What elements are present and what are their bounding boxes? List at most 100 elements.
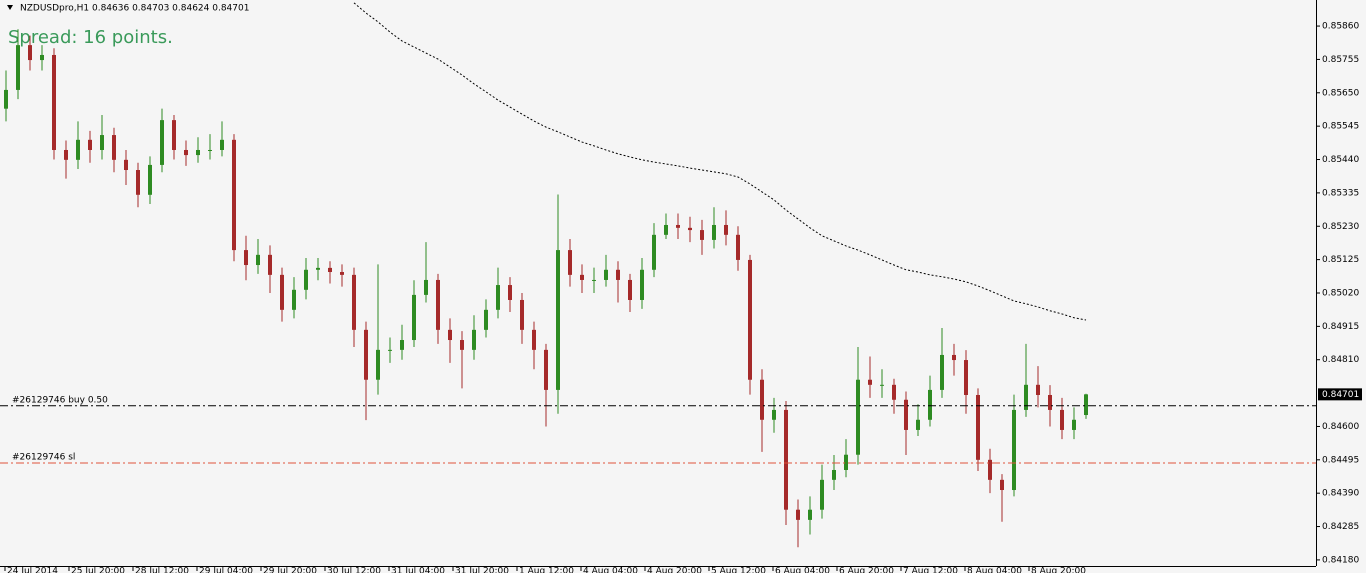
candle-body	[844, 454, 848, 470]
candle-body	[952, 354, 956, 361]
candle-body	[820, 479, 824, 510]
candle-body	[244, 250, 248, 266]
x-tick-label: 8 Aug 20:00	[1031, 567, 1086, 573]
y-tick-label: 0.85020	[1322, 288, 1359, 298]
x-tick-label: 6 Aug 20:00	[839, 567, 894, 573]
candle-body	[964, 360, 968, 395]
candle-body	[172, 120, 176, 150]
x-tick-label: 8 Aug 04:00	[967, 567, 1022, 573]
candle-body	[184, 149, 188, 156]
x-tick-label: 28 Jul 12:00	[135, 567, 189, 573]
candle-body	[28, 45, 32, 61]
candle-body	[988, 459, 992, 480]
candle-body	[160, 120, 164, 165]
moving-average	[353, 2, 1087, 321]
last-price-box	[1318, 388, 1362, 401]
candle-body	[640, 269, 644, 300]
candle-body	[472, 329, 476, 350]
candle-body	[136, 170, 140, 195]
candle-body	[376, 349, 380, 380]
x-tick-label: 6 Aug 04:00	[775, 567, 830, 573]
candle-body	[4, 89, 8, 109]
candle-body	[496, 285, 500, 310]
y-tick-label: 0.85545	[1322, 122, 1359, 132]
y-tick-label: 0.84915	[1322, 322, 1359, 332]
candle-body	[208, 149, 212, 151]
candle-body	[388, 349, 392, 351]
menu-triangle[interactable]	[7, 5, 13, 10]
x-tick-label: 31 Jul 04:00	[391, 567, 445, 573]
candle-body	[280, 274, 284, 310]
candle-body	[1024, 384, 1028, 410]
y-tick-label: 0.85860	[1322, 22, 1359, 32]
y-tick-label: 0.85440	[1322, 155, 1359, 165]
candle-body	[856, 379, 860, 455]
x-tick-label: 1 Aug 12:00	[519, 567, 574, 573]
x-tick-label: 24 Jul 2014	[7, 567, 58, 573]
candle-body	[532, 329, 536, 350]
candle-body	[64, 149, 68, 160]
y-tick-label: 0.85755	[1322, 55, 1359, 65]
candle-body	[904, 399, 908, 430]
candle-body	[784, 409, 788, 510]
candle-body	[292, 289, 296, 310]
candle-body	[484, 309, 488, 330]
x-tick-label: 31 Jul 20:00	[455, 567, 509, 573]
candle-body	[652, 234, 656, 270]
candle-body	[232, 139, 236, 251]
candle-body	[448, 329, 452, 341]
candle-body	[424, 279, 428, 295]
symbol-header: NZDUSDpro,H1 0.84636 0.84703 0.84624 0.8…	[20, 4, 249, 14]
candle-body	[508, 285, 512, 300]
candle-body	[1036, 384, 1040, 395]
candle-body	[712, 224, 716, 240]
y-tick-label: 0.84495	[1322, 455, 1359, 465]
x-tick-label: 4 Aug 20:00	[647, 567, 702, 573]
candle-body	[664, 224, 668, 235]
candle-body	[928, 389, 932, 420]
candle-body	[460, 340, 464, 350]
candle-body	[340, 272, 344, 275]
candle-body	[100, 135, 104, 150]
candle-body	[1072, 419, 1076, 430]
candle-body	[736, 234, 740, 260]
y-tick-label: 0.85230	[1322, 222, 1359, 232]
candle-body	[940, 354, 944, 390]
candle-body	[88, 139, 92, 150]
candle-body	[1048, 394, 1052, 410]
candle-body	[976, 394, 980, 460]
candle-body	[148, 164, 152, 195]
y-tick-label: 0.85335	[1322, 188, 1359, 198]
candle-body	[700, 230, 704, 240]
candle-body	[364, 329, 368, 380]
order-label: #26129746 buy 0.50	[12, 395, 108, 405]
candle-body	[436, 279, 440, 330]
candle-body	[868, 379, 872, 385]
candle-body	[352, 274, 356, 330]
y-tick-label: 0.84600	[1322, 422, 1359, 432]
candle-body	[760, 379, 764, 420]
candle-body	[916, 419, 920, 430]
last-price-label: 0.84701	[1322, 390, 1359, 400]
y-tick-label: 0.85650	[1322, 88, 1359, 98]
candle-body	[544, 349, 548, 390]
candle-body	[556, 250, 560, 390]
candle-body	[1000, 479, 1004, 491]
candle-body	[892, 384, 896, 400]
y-tick-label: 0.85125	[1322, 255, 1359, 265]
candle-body	[400, 340, 404, 350]
candle-body	[880, 384, 884, 386]
order-label: #26129746 sl	[12, 452, 75, 462]
candle-body	[832, 469, 836, 480]
candle-body	[412, 294, 416, 341]
candle-body	[1012, 409, 1016, 491]
candle-body	[676, 224, 680, 228]
y-tick-label: 0.84390	[1322, 489, 1359, 499]
candle-body	[76, 139, 80, 160]
candle-body	[40, 54, 44, 61]
candle-body	[52, 54, 56, 150]
candle-body	[688, 227, 692, 231]
x-tick-label: 7 Aug 12:00	[903, 567, 958, 573]
candle-body	[604, 269, 608, 280]
candle-body	[592, 279, 596, 281]
